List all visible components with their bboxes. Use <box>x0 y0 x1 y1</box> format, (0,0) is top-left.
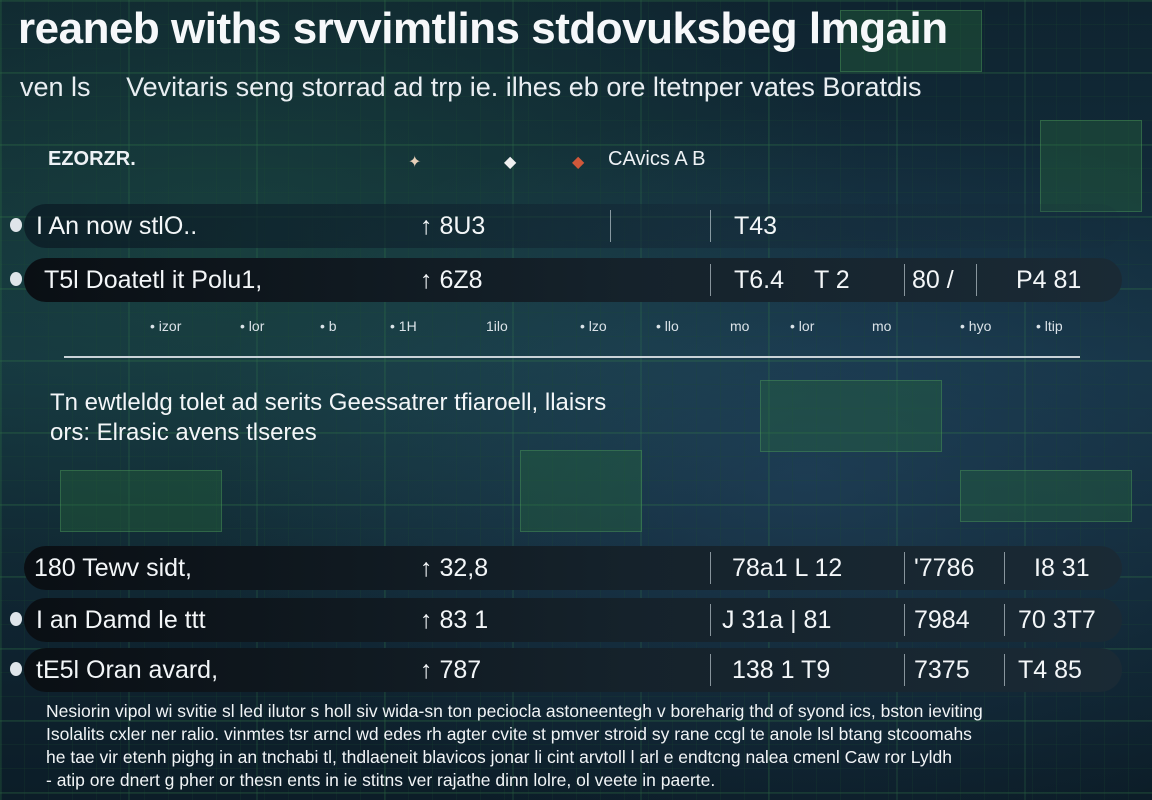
footer-paragraph: Nesiorin vipol wi svitie sl led ilutor s… <box>46 700 1136 792</box>
subtitle-tab[interactable]: ven ls <box>20 72 91 102</box>
row-value: T6.4 <box>734 266 785 294</box>
table-row[interactable]: T5l Doatetl it Polu1, ↑ 6Z8 T6.4 T 2 80 … <box>10 258 1122 302</box>
row-value: ↑ 83 1 <box>420 606 489 634</box>
bullet-icon <box>10 218 22 232</box>
legend-label: EZORZR. <box>48 148 136 170</box>
bullet-icon <box>10 662 22 676</box>
table-row[interactable]: tE5l Oran avard, ↑ 787 138 1 T9 7375 T4 … <box>10 648 1122 692</box>
column-divider <box>904 654 905 686</box>
column-divider <box>1004 654 1005 686</box>
circuit-block <box>60 470 222 532</box>
sub-metric: • lor <box>790 318 815 334</box>
sub-metric: • b <box>320 318 337 334</box>
description-line: Tn ewtleldg tolet ad serits Geessatrer t… <box>50 389 607 416</box>
row-name: tE5l Oran avard, <box>36 656 219 684</box>
row-value: ↑ 32,8 <box>420 554 489 582</box>
row-value: 70 3T7 <box>1018 606 1096 634</box>
sub-metric: • izor <box>150 318 182 334</box>
legend-caption: CAvics A B <box>608 148 706 170</box>
row-value: ↑ 6Z8 <box>420 266 483 294</box>
sub-metric: • lzo <box>580 318 607 334</box>
row-name: T5l Doatetl it Polu1, <box>44 266 263 294</box>
table-row[interactable]: I an Damd le ttt ↑ 83 1 J 31a | 81 7984 … <box>10 598 1122 642</box>
sub-metric: • lor <box>240 318 265 334</box>
column-divider <box>1004 604 1005 636</box>
description-line: ors: Elrasic avens tlseres <box>50 419 317 446</box>
row-name: I An now stlO.. <box>36 212 198 240</box>
sparkle-icon: ✦ <box>408 154 422 171</box>
footer-line: Isolalits cxler ner ralio. vinmtes tsr a… <box>46 724 972 744</box>
row-value: T4 85 <box>1018 656 1082 684</box>
sub-metric: mo <box>730 318 750 334</box>
row-value: 80 / <box>912 266 954 294</box>
row-value: '7786 <box>914 554 975 582</box>
row-value: 138 1 T9 <box>732 656 831 684</box>
subtitle-bar: ven ls Vevitaris seng storrad ad trp ie.… <box>20 72 949 103</box>
table-row[interactable]: I An now stlO.. ↑ 8U3 T43 <box>10 204 1122 248</box>
diamond-marker-icon: ◆ <box>572 154 585 171</box>
section-description: Tn ewtleldg tolet ad serits Geessatrer t… <box>50 388 606 448</box>
column-divider <box>904 604 905 636</box>
sub-metric: 1ilo <box>486 318 508 334</box>
row-value: P4 81 <box>1016 266 1082 294</box>
subtitle-tab[interactable]: Vevitaris seng storrad ad trp ie. ilhes … <box>126 72 922 102</box>
circuit-block <box>760 380 942 452</box>
column-divider <box>976 264 977 296</box>
row-value: 78a1 L 12 <box>732 554 843 582</box>
divider-line <box>64 356 1080 358</box>
circuit-block <box>960 470 1132 522</box>
row-value: T 2 <box>814 266 850 294</box>
column-divider <box>710 264 711 296</box>
sub-metric: • 1H <box>390 318 417 334</box>
column-divider <box>610 210 611 242</box>
column-divider <box>904 264 905 296</box>
diamond-marker-icon: ◆ <box>504 154 517 171</box>
footer-line: he tae vir etenh pighg in an tnchabi tl,… <box>46 747 952 767</box>
footer-line: Nesiorin vipol wi svitie sl led ilutor s… <box>46 701 983 721</box>
sub-metric: mo <box>872 318 892 334</box>
sub-metrics-row: • izor • lor • b • 1H 1ilo • lzo • llo m… <box>150 318 1090 338</box>
row-value: T43 <box>734 212 778 240</box>
circuit-block <box>520 450 642 532</box>
row-value: 7375 <box>914 656 970 684</box>
sub-metric: • llo <box>656 318 679 334</box>
column-divider <box>710 654 711 686</box>
row-value: J 31a | 81 <box>722 606 832 634</box>
row-name: I an Damd le ttt <box>36 606 206 634</box>
column-divider <box>904 552 905 584</box>
table-row[interactable]: 180 Tewv sidt, ↑ 32,8 78a1 L 12 '7786 I8… <box>24 546 1122 590</box>
footer-line: - atip ore dnert g pher or thesn ents in… <box>46 770 716 790</box>
row-value: ↑ 8U3 <box>420 212 486 240</box>
column-divider <box>710 210 711 242</box>
column-divider <box>1004 552 1005 584</box>
page-title: reaneb withs srvvimtlins stdovuksbeg lmg… <box>18 4 948 53</box>
row-name: 180 Tewv sidt, <box>34 554 192 582</box>
row-value: ↑ 787 <box>420 656 482 684</box>
bullet-icon <box>10 612 22 626</box>
row-value: I8 31 <box>1034 554 1090 582</box>
row-value: 7984 <box>914 606 970 634</box>
sub-metric: • ltip <box>1036 318 1063 334</box>
sub-metric: • hyo <box>960 318 992 334</box>
column-divider <box>710 604 711 636</box>
legend-row: EZORZR. ✦ ◆ ◆ CAvics A B <box>0 148 1152 174</box>
bullet-icon <box>10 272 22 286</box>
column-divider <box>710 552 711 584</box>
